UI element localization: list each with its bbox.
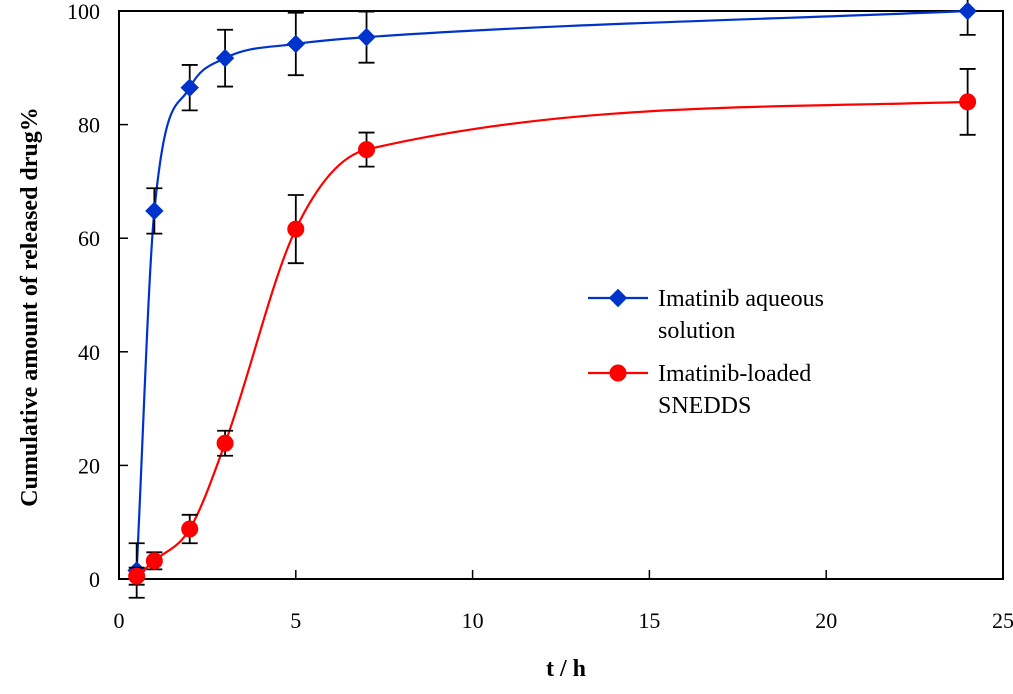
- data-point: [287, 220, 305, 238]
- series-line: [135, 9, 968, 571]
- legend-marker: [609, 364, 627, 382]
- y-tick-label: 100: [67, 0, 100, 24]
- y-tick-label: 0: [89, 567, 100, 592]
- axes: 0 5 10 15 20 25 0 20 40 60 80 100: [67, 0, 1013, 633]
- data-point: [145, 552, 163, 570]
- data-point: [358, 141, 376, 159]
- x-tick-label: 20: [815, 608, 837, 633]
- y-tick-label: 20: [78, 453, 100, 478]
- y-tick-label: 80: [78, 113, 100, 138]
- data-point: [958, 1, 977, 21]
- legend-item-1: Imatinib aqueous solution: [588, 286, 824, 344]
- series-line: [135, 100, 968, 577]
- legend-label: Imatinib-loaded: [658, 361, 811, 387]
- legend-item-2: Imatinib-loaded SNEDDS: [588, 361, 811, 419]
- data-point: [128, 567, 146, 585]
- data-point: [959, 93, 977, 111]
- x-tick-label: 5: [290, 608, 301, 633]
- series-layer: [127, 0, 977, 599]
- data-point: [357, 27, 376, 47]
- x-tick-label: 10: [462, 608, 484, 633]
- legend-label: Imatinib aqueous: [658, 286, 824, 312]
- data-point: [180, 78, 199, 97]
- legend-marker: [608, 288, 628, 308]
- data-point: [145, 201, 164, 221]
- data-point: [215, 48, 235, 68]
- y-axis-title: Cumulative amount of released drug%: [17, 107, 43, 507]
- x-tick-label: 0: [114, 608, 125, 633]
- series-1: [127, 0, 977, 599]
- y-tick-label: 40: [78, 340, 100, 365]
- x-axis-title: t / h: [546, 656, 586, 682]
- data-point: [286, 34, 306, 54]
- series-2: [128, 68, 977, 586]
- legend: Imatinib aqueous solution Imatinib-loaded S…: [588, 286, 824, 419]
- data-point: [216, 434, 234, 452]
- x-tick-label: 15: [638, 608, 660, 633]
- x-tick-label: 25: [992, 608, 1013, 633]
- plot-frame: [118, 10, 1004, 580]
- data-point: [181, 520, 199, 538]
- y-tick-label: 60: [78, 226, 100, 251]
- legend-label: solution: [658, 318, 735, 344]
- legend-label: SNEDDS: [658, 393, 751, 419]
